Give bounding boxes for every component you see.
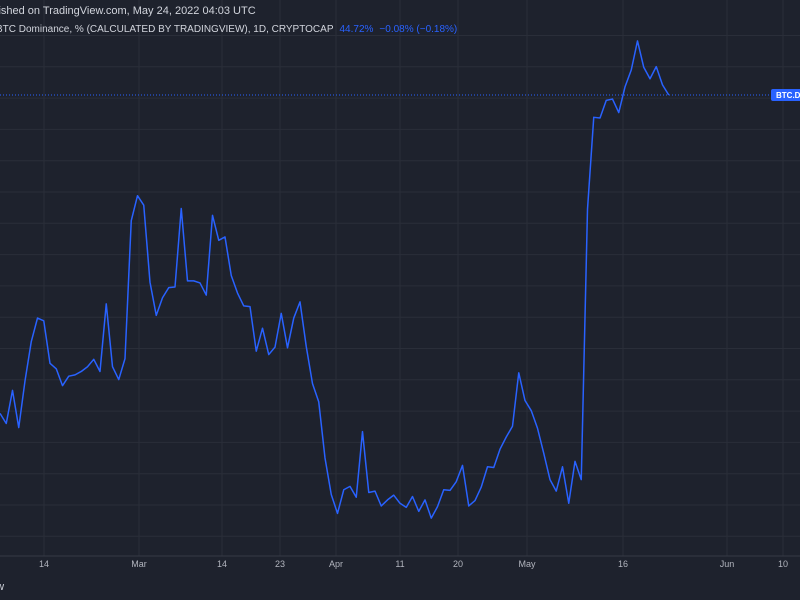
legend-symbol: BTC Dominance, % (CALCULATED BY TRADINGV… [0, 24, 334, 35]
legend-change: −0.08% (−0.18%) [379, 24, 458, 35]
publish-info-bar: lished on TradingView.com, May 24, 2022 … [0, 0, 800, 22]
last-value-badge-label: BTC.D [776, 91, 800, 100]
time-axis-tick-label: Apr [329, 559, 343, 569]
time-axis-tick-label: 11 [395, 559, 404, 569]
footer-text: ew [0, 581, 5, 593]
time-axis-tick-label: 23 [275, 559, 285, 569]
time-axis-tick-label: Mar [131, 559, 147, 569]
footer-bar: ew [0, 574, 800, 600]
time-axis-tick-label: 20 [453, 559, 463, 569]
time-axis-tick-label: Jun [720, 559, 735, 569]
time-axis-labels: 14 Mar 14 23 Apr 11 20 May 16 Jun 10 [39, 559, 788, 569]
last-value-badge: BTC.D [771, 89, 800, 101]
publish-info-text: lished on TradingView.com, May 24, 2022 … [0, 5, 256, 17]
btc-dominance-line [0, 40, 670, 519]
time-axis-tick-label: 16 [618, 559, 628, 569]
time-axis-tick-label: May [518, 559, 536, 569]
legend-value: 44.72% [339, 24, 374, 35]
time-axis-tick-label: 10 [778, 559, 788, 569]
time-axis-tick-label: 14 [39, 559, 49, 569]
time-axis-tick-label: 14 [217, 559, 227, 569]
series-legend[interactable]: BTC Dominance, % (CALCULATED BY TRADINGV… [0, 22, 457, 38]
last-value-badge-bg [771, 89, 800, 101]
